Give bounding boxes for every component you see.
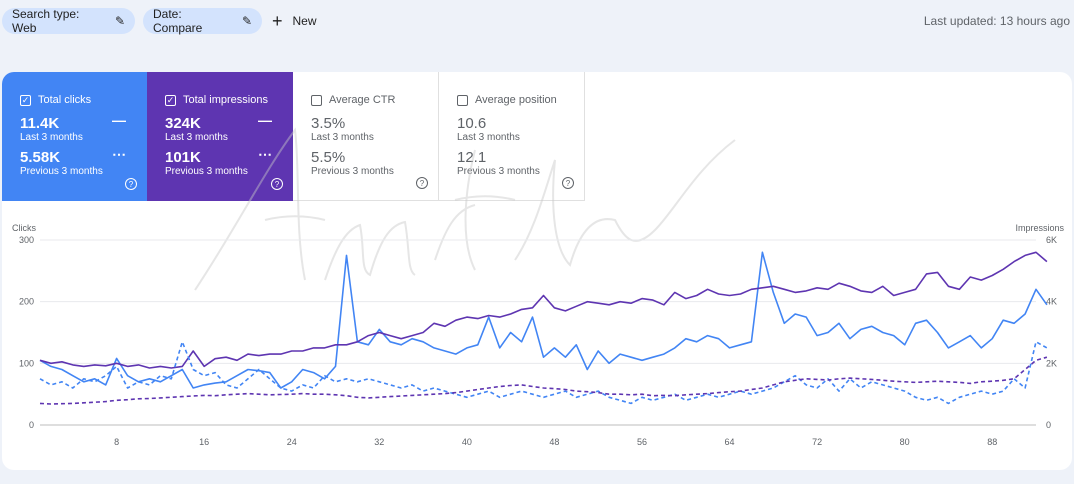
x-tick-label: 64 [725,437,735,447]
dashed-line-legend-icon: ⋯ [112,146,127,162]
search-type-chip[interactable]: Search type: Web ✎ [2,7,135,35]
x-tick-label: 40 [462,437,472,447]
metric-previous-period: Previous 3 months [165,166,248,177]
help-icon[interactable]: ? [416,177,428,189]
metric-previous-value: 5.58K [20,149,61,166]
y-tick-label-right: 2K [1046,358,1057,368]
metric-label: Total clicks [38,94,92,106]
y-tick-label-left: 200 [19,297,34,307]
series-line-total-impressions [39,251,1048,369]
new-filter-label: New [292,14,317,28]
metric-card-total-clicks[interactable]: ✓ Total clicks 11.4K Last 3 months — 5.5… [2,72,147,201]
search-type-label: Search type: Web [12,7,80,35]
metric-current-value: 324K [165,115,201,132]
metric-previous-value: 12.1 [457,149,487,166]
metric-previous-period: Previous 3 months [20,166,103,177]
help-icon[interactable]: ? [271,178,283,190]
series-line-total-impressions-previous [39,356,1048,405]
metric-label: Total impressions [183,94,268,106]
right-axis-title: Impressions [1015,223,1064,233]
x-tick-label: 56 [637,437,647,447]
y-tick-label-left: 0 [29,420,34,430]
pencil-icon: ✎ [241,14,252,28]
new-filter-button[interactable]: + New [272,8,317,34]
checkbox-checked-icon[interactable]: ✓ [20,94,31,106]
metric-current-period: Last 3 months [457,132,520,143]
x-tick-label: 80 [900,437,910,447]
metric-previous-value: 101K [165,149,201,166]
metric-card-total-impressions[interactable]: ✓ Total impressions 324K Last 3 months —… [147,72,293,201]
metric-card-average-ctr[interactable]: Average CTR 3.5% Last 3 months 5.5% Prev… [293,72,439,201]
left-axis-title: Clicks [12,223,36,233]
y-tick-label-left: 100 [19,358,34,368]
series-line-total-clicks-previous [39,340,1048,405]
x-tick-label: 88 [987,437,997,447]
metric-previous-period: Previous 3 months [311,166,394,177]
x-tick-label: 8 [114,437,119,447]
metric-current-value: 11.4K [20,115,60,132]
y-tick-label-right: 6K [1046,235,1057,245]
metric-current-period: Last 3 months [20,132,83,143]
y-tick-label-right: 0 [1046,420,1051,430]
x-tick-label: 72 [812,437,822,447]
checkbox-checked-icon[interactable]: ✓ [165,94,176,106]
metric-current-period: Last 3 months [165,132,228,143]
date-label: Date: Compare [153,7,203,35]
help-icon[interactable]: ? [125,178,137,190]
y-tick-label-right: 4K [1046,297,1057,307]
x-tick-label: 48 [549,437,559,447]
pencil-icon: ✎ [114,14,125,28]
metric-card-average-position[interactable]: Average position 10.6 Last 3 months 12.1… [439,72,585,201]
metric-current-period: Last 3 months [311,132,374,143]
filter-bar: Search type: Web ✎ Date: Compare ✎ + New… [0,0,1074,44]
x-tick-label: 24 [287,437,297,447]
metric-current-value: 10.6 [457,115,487,132]
date-chip[interactable]: Date: Compare ✎ [143,7,262,35]
metric-label: Average position [475,94,557,106]
checkbox-unchecked-icon[interactable] [311,94,322,106]
x-tick-label: 16 [199,437,209,447]
solid-line-legend-icon: — [258,112,273,128]
metric-label: Average CTR [329,94,396,106]
solid-line-legend-icon: — [112,112,127,128]
checkbox-unchecked-icon[interactable] [457,94,468,106]
series-line-total-clicks [39,251,1048,389]
metric-current-value: 3.5% [311,115,346,132]
x-tick-label: 32 [374,437,384,447]
last-updated-text: Last updated: 13 hours ago [923,14,1070,28]
plus-icon: + [272,11,283,31]
help-icon[interactable]: ? [562,177,574,189]
metric-previous-value: 5.5% [311,149,346,166]
y-tick-label-left: 300 [19,235,34,245]
metric-previous-period: Previous 3 months [457,166,540,177]
dashed-line-legend-icon: ⋯ [258,146,273,162]
